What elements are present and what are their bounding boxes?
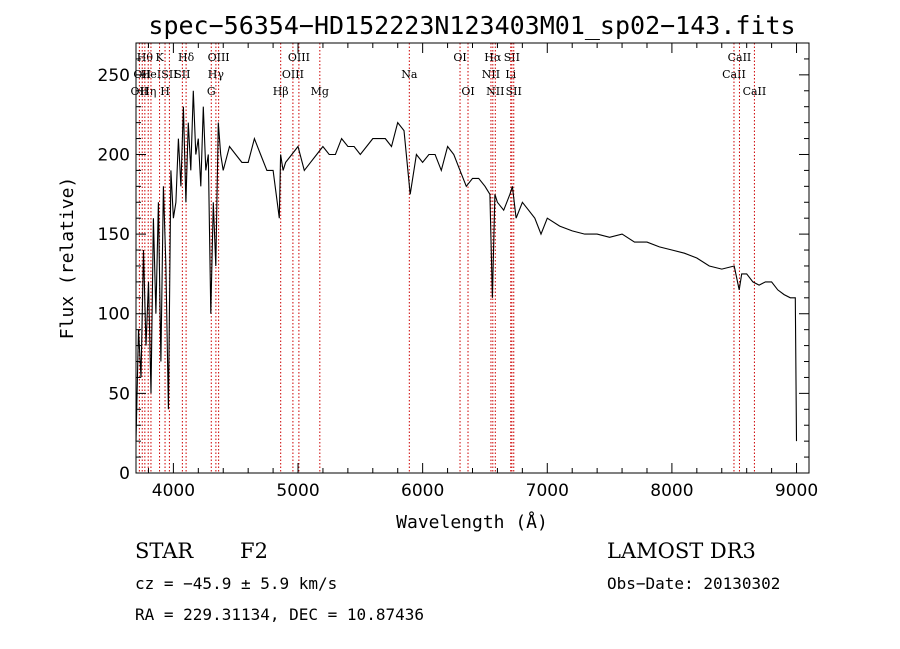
y-tick-label-4: 200 (98, 145, 130, 165)
line-label-14: OIII (282, 68, 304, 81)
survey-name: LAMOST DR3 (607, 539, 756, 563)
ra-dec-coordinates: RA = 229.31134, DEC = 10.87436 (135, 605, 424, 624)
line-label-20: NII (482, 68, 500, 81)
y-tick-label-1: 50 (108, 384, 130, 404)
x-tick-label-2: 6000 (401, 481, 444, 501)
axes: 4000 5000 6000 7000 8000 9000 0 50 100 150 200 250 (98, 43, 818, 501)
line-label-21: Hα (484, 51, 502, 64)
line-label-2: Hθ (137, 51, 154, 64)
line-label-8: Hδ (178, 51, 195, 64)
y-tick-label-2: 100 (98, 305, 130, 325)
object-class: STAR (135, 539, 194, 563)
line-label-5: K (155, 51, 164, 64)
line-label-19: OI (461, 85, 474, 98)
line-label-16: Mg (311, 85, 329, 98)
line-label-4: HeI (141, 68, 161, 81)
observation-date: Obs−Date: 20130302 (607, 574, 780, 593)
spectrum-line (135, 90, 798, 442)
line-label-6: H (160, 85, 170, 98)
line-label-22: NII (486, 85, 504, 98)
x-axis-label: Wavelength (Å) (396, 511, 548, 533)
spectral-line-markers: OIIOIIHθHηHeIKHSIIHδSIIGHγOIIIHβOIIIOIII… (131, 43, 767, 473)
x-tick-label-5: 9000 (775, 481, 818, 501)
line-label-3: Hη (140, 85, 156, 98)
y-tick-label-0: 0 (119, 464, 130, 484)
line-label-11: Hγ (208, 68, 225, 81)
line-label-18: OI (453, 51, 466, 64)
line-label-0: OII (131, 85, 149, 98)
y-tick-label-3: 150 (98, 225, 130, 245)
x-tick-label-3: 7000 (526, 481, 569, 501)
x-tick-label-0: 4000 (152, 481, 195, 501)
line-label-17: Na (401, 68, 418, 81)
spectrum-series (135, 90, 798, 442)
x-tick-label-1: 5000 (276, 481, 319, 501)
line-label-13: Hβ (273, 85, 289, 98)
line-label-24: SII (504, 51, 520, 64)
line-label-26: CaII (722, 68, 746, 81)
line-label-12: OIII (208, 51, 230, 64)
line-label-23: Li (505, 68, 516, 81)
line-label-25: SII (506, 85, 522, 98)
y-tick-label-5: 250 (98, 66, 130, 86)
redshift-cz: cz = −45.9 ± 5.9 km/s (135, 574, 337, 593)
line-label-15: OIII (288, 51, 310, 64)
line-label-9: SII (174, 68, 190, 81)
line-label-27: CaII (728, 51, 752, 64)
line-label-7: SII (161, 68, 177, 81)
y-axis-label: Flux (relative) (57, 177, 78, 340)
x-tick-label-4: 8000 (650, 481, 693, 501)
plot-frame (135, 42, 810, 474)
line-label-28: CaII (743, 85, 767, 98)
object-subclass: F2 (240, 539, 268, 563)
chart-title: spec−56354−HD152223N123403M01_sp02−143.f… (148, 11, 795, 40)
line-label-10: G (207, 85, 216, 98)
